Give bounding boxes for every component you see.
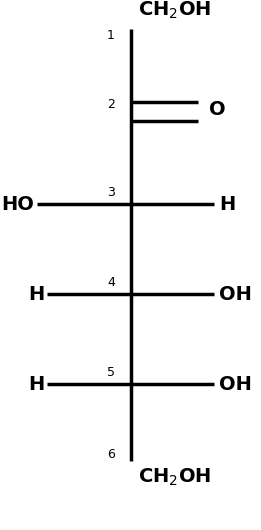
Text: CH$_2$OH: CH$_2$OH <box>138 0 211 21</box>
Text: 1: 1 <box>107 29 115 42</box>
Text: HO: HO <box>1 195 34 214</box>
Text: H: H <box>28 285 44 304</box>
Text: 6: 6 <box>107 448 115 461</box>
Text: 4: 4 <box>107 276 115 289</box>
Text: 2: 2 <box>107 98 115 111</box>
Text: OH: OH <box>219 375 252 394</box>
Text: H: H <box>28 375 44 394</box>
Text: OH: OH <box>219 285 252 304</box>
Text: O: O <box>209 100 226 119</box>
Text: CH$_2$OH: CH$_2$OH <box>138 466 211 488</box>
Text: H: H <box>219 195 235 214</box>
Text: 5: 5 <box>107 366 115 379</box>
Text: 3: 3 <box>107 186 115 199</box>
